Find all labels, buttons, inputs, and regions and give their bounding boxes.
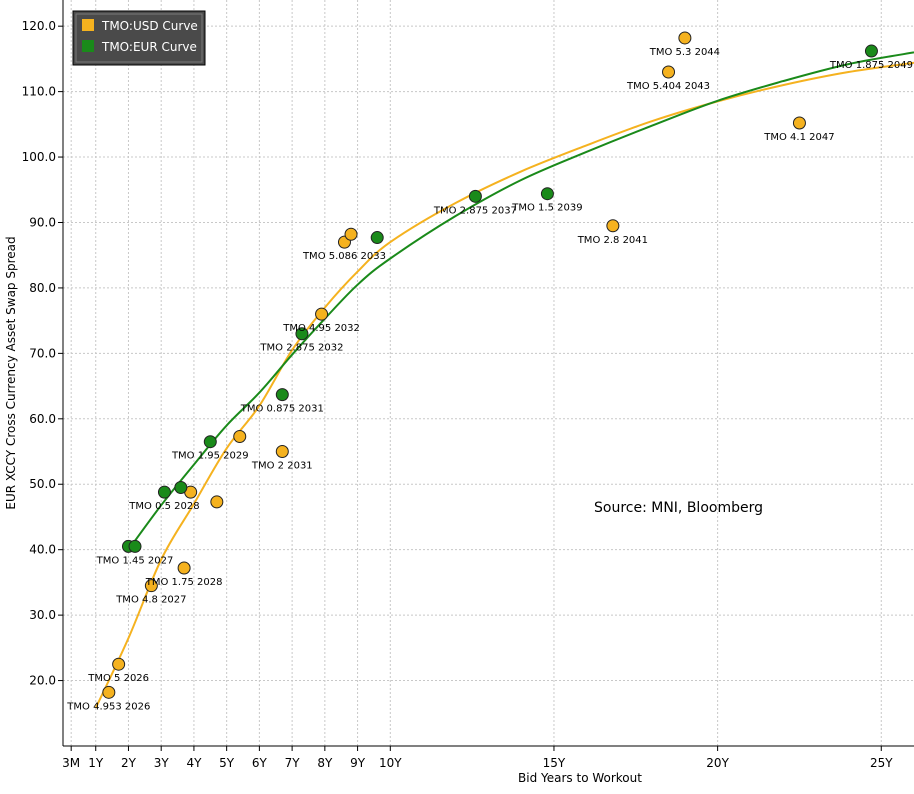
legend-swatch-usd [82,19,94,31]
x-tick-label: 1Y [88,756,104,770]
x-tick-label: 7Y [285,756,301,770]
x-tick-label: 3Y [154,756,170,770]
usd-point [792,116,806,130]
gridlines [63,0,914,746]
x-tick-label: 10Y [379,756,402,770]
legend-inner-border [75,13,203,63]
eur-point [864,44,878,58]
legend-label-usd: TMO:USD Curve [101,19,198,33]
fit-curves [94,51,914,709]
x-tick-label: 9Y [350,756,366,770]
x-tick-label: 25Y [870,756,893,770]
legend: TMO:USD Curve TMO:EUR Curve [72,10,206,66]
source-annotation: Source: MNI, Bloomberg [594,500,763,516]
legend-box [72,10,206,66]
point-label: TMO 0.875 2031 [240,404,324,415]
y-tick-label: 90.0 [29,215,56,229]
eur-fit-curve [127,51,914,551]
x-axis-label: Bid Years to Workout [518,771,642,785]
usd-point [315,307,329,321]
point-label: TMO 2 2031 [251,461,313,472]
y-tick-label: 30.0 [29,608,56,622]
eur-point [157,485,171,499]
point-label: TMO 5.3 2044 [649,47,720,58]
eur-point [540,187,554,201]
point-label: TMO 4.95 2032 [282,323,360,334]
x-tick-label: 3M [62,756,80,770]
usd-point [177,561,191,575]
usd-point [233,429,247,443]
eur-point [295,327,309,341]
legend-label-eur: TMO:EUR Curve [101,40,197,54]
data-points [102,31,878,699]
usd-point [606,219,620,233]
point-label: TMO 2.875 2037 [433,205,517,216]
usd-point [662,65,676,79]
eur-point [468,189,482,203]
usd-point [112,657,126,671]
y-tick-label: 110.0 [22,85,56,99]
point-label: TMO 1.95 2029 [171,451,249,462]
legend-swatch-eur [82,40,94,52]
y-tick-label: 70.0 [29,346,56,360]
y-tick-label: 40.0 [29,543,56,557]
y-axis-label: EUR XCCY Cross Currency Asset Swap Sprea… [4,236,18,509]
point-label: TMO 0.5 2028 [128,501,199,512]
usd-point [678,31,692,45]
point-label: TMO 4.1 2047 [763,132,834,143]
point-label: TMO 1.45 2027 [96,555,174,566]
point-label: TMO 1.875 2049 [829,60,913,71]
eur-point [203,435,217,449]
point-label: TMO 1.75 2028 [145,577,223,588]
usd-point [144,579,158,593]
y-tick-label: 80.0 [29,281,56,295]
eur-point [275,388,289,402]
usd-fit-curve [94,61,914,709]
y-tick-label: 20.0 [29,674,56,688]
eur-point [370,231,384,245]
x-tick-label: 6Y [252,756,268,770]
y-tick-label: 50.0 [29,477,56,491]
point-label: TMO 5.404 2043 [626,81,710,92]
point-label: TMO 2.875 2032 [259,343,343,354]
usd-point [344,227,358,241]
y-tick-label: 60.0 [29,412,56,426]
point-labels: TMO 4.953 2026 TMO 5 2026 TMO 4.8 2027 TMO … [66,47,913,712]
y-tick-label: 120.0 [22,19,56,33]
x-tick-label: 20Y [706,756,729,770]
point-label: TMO 4.8 2027 [115,595,186,606]
x-tick-label: 8Y [317,756,333,770]
eur-point [174,481,188,495]
x-tick-label: 2Y [121,756,137,770]
x-ticks: 3M 1Y 2Y 3Y 4Y 5Y 6Y 7Y 8Y 9Y 10Y 15Y 20Y 25Y [62,746,893,770]
point-label: TMO 5.086 2033 [302,251,386,262]
point-label: TMO 1.5 2039 [511,203,582,214]
y-ticks: 20.0 30.0 40.0 50.0 60.0 70.0 80.0 90.0 100.0 110… [22,19,63,688]
x-tick-label: 5Y [219,756,235,770]
usd-point [102,685,116,699]
x-tick-label: 15Y [543,756,566,770]
y-tick-label: 100.0 [22,150,56,164]
point-label: TMO 4.953 2026 [66,701,150,712]
x-tick-label: 4Y [186,756,202,770]
usd-point [210,495,224,509]
eur-point [128,539,142,553]
axes [62,0,914,747]
point-label: TMO 2.8 2041 [577,235,648,246]
point-label: TMO 5 2026 [87,673,149,684]
usd-point [275,445,289,459]
